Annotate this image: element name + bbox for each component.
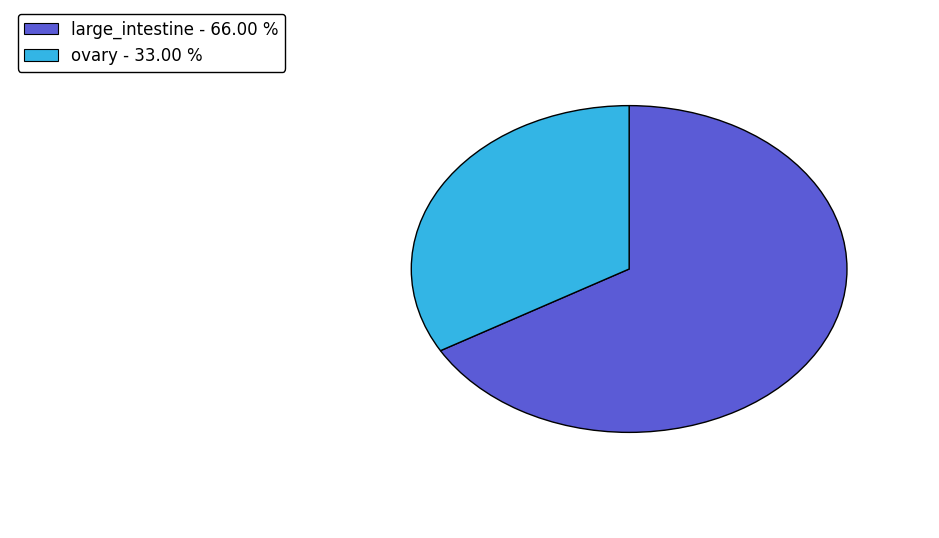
Wedge shape [440, 105, 847, 433]
Legend: large_intestine - 66.00 %, ovary - 33.00 %: large_intestine - 66.00 %, ovary - 33.00… [18, 13, 285, 72]
Wedge shape [411, 105, 629, 351]
